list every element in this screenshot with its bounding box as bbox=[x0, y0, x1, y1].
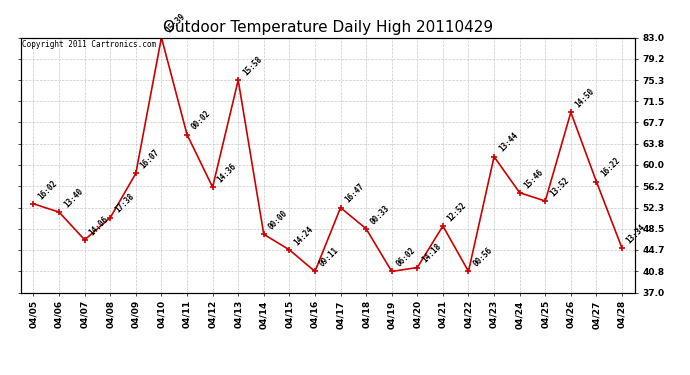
Text: 16:47: 16:47 bbox=[344, 182, 366, 205]
Text: 00:02: 00:02 bbox=[190, 109, 213, 132]
Text: 13:44: 13:44 bbox=[497, 131, 520, 154]
Text: 17:38: 17:38 bbox=[113, 192, 136, 215]
Text: 00:33: 00:33 bbox=[369, 203, 392, 226]
Text: 15:46: 15:46 bbox=[522, 167, 545, 190]
Text: 14:36: 14:36 bbox=[215, 162, 238, 184]
Text: 00:00: 00:00 bbox=[266, 209, 289, 231]
Title: Outdoor Temperature Daily High 20110429: Outdoor Temperature Daily High 20110429 bbox=[163, 20, 493, 35]
Text: 09:11: 09:11 bbox=[317, 246, 340, 268]
Text: 06:02: 06:02 bbox=[395, 246, 417, 268]
Text: 13:40: 13:40 bbox=[62, 187, 85, 209]
Text: 14:24: 14:24 bbox=[292, 224, 315, 247]
Text: 00:56: 00:56 bbox=[471, 246, 494, 268]
Text: 16:22: 16:22 bbox=[599, 156, 622, 179]
Text: 16:02: 16:02 bbox=[37, 178, 59, 201]
Text: 16:07: 16:07 bbox=[139, 148, 161, 171]
Text: 14:50: 14:50 bbox=[573, 87, 596, 109]
Text: 13:52: 13:52 bbox=[548, 176, 571, 198]
Text: 14:06: 14:06 bbox=[88, 214, 110, 237]
Text: 15:39: 15:39 bbox=[164, 12, 187, 35]
Text: 12:52: 12:52 bbox=[446, 201, 469, 223]
Text: 15:58: 15:58 bbox=[241, 55, 264, 77]
Text: 13:34: 13:34 bbox=[624, 223, 647, 245]
Text: 14:18: 14:18 bbox=[420, 242, 443, 265]
Text: Copyright 2011 Cartronics.com: Copyright 2011 Cartronics.com bbox=[22, 40, 156, 49]
